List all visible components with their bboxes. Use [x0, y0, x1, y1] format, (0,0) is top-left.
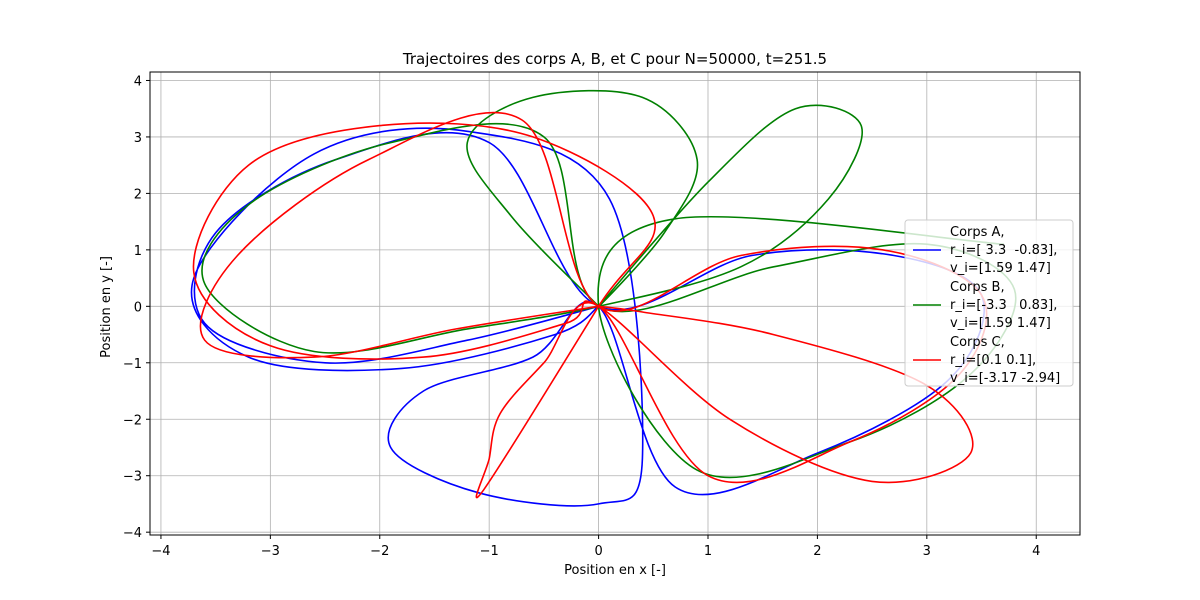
x-tick-label: 3: [923, 544, 931, 559]
legend-entry-text: Corps C,: [950, 335, 1005, 350]
legend-entry-text: Corps A,: [950, 225, 1005, 240]
y-tick-label: −4: [123, 526, 142, 541]
series-line-corps-a: [190, 127, 985, 507]
legend-entry-text: r_i=[-3.3 0.83],: [950, 298, 1057, 313]
chart-title: Trajectoires des corps A, B, et C pour N…: [402, 50, 827, 68]
x-tick-label: 0: [594, 544, 602, 559]
y-tick-label: 3: [134, 131, 142, 146]
legend-box: [904, 219, 1074, 387]
y-tick-label: −2: [123, 413, 142, 428]
legend-entry-text: v_i=[1.59 1.47]: [950, 316, 1051, 331]
x-tick-label: −4: [151, 544, 170, 559]
legend: Corps A, r_i=[ 3.3 -0.83], v_i=[1.59 1.47]…: [904, 219, 1074, 387]
y-tick-label: 4: [134, 74, 142, 89]
y-axis-label: Position en y [-]: [99, 256, 114, 358]
x-tick-label: 2: [813, 544, 821, 559]
series-line-corps-c: [192, 111, 988, 499]
axis-ticks: −4 −3 −2 −1 0 1 2 3 4 −4 −3 −2 −1 0 1 2 3 4: [123, 74, 1041, 559]
x-tick-label: −3: [261, 544, 280, 559]
x-tick-label: −1: [480, 544, 499, 559]
y-tick-label: 0: [134, 300, 142, 315]
y-tick-label: 1: [134, 244, 142, 259]
plot-frame: [149, 71, 1081, 536]
x-tick-label: 1: [704, 544, 712, 559]
y-tick-label: 2: [134, 187, 142, 202]
legend-entry-text: v_i=[-3.17 -2.94]: [950, 371, 1060, 386]
y-tick-label: −3: [123, 470, 142, 485]
legend-entry-text: Corps B,: [950, 280, 1005, 295]
legend-entry-text: v_i=[1.59 1.47]: [950, 261, 1051, 276]
y-tick-label: −1: [123, 357, 142, 372]
x-tick-label: −2: [370, 544, 389, 559]
x-tick-label: 4: [1032, 544, 1040, 559]
legend-entry-text: r_i=[ 3.3 -0.83],: [950, 243, 1057, 258]
plot-area: [190, 89, 1017, 507]
x-axis-label: Position en x [-]: [564, 563, 666, 578]
legend-entry-text: r_i=[0.1 0.1],: [950, 353, 1036, 368]
